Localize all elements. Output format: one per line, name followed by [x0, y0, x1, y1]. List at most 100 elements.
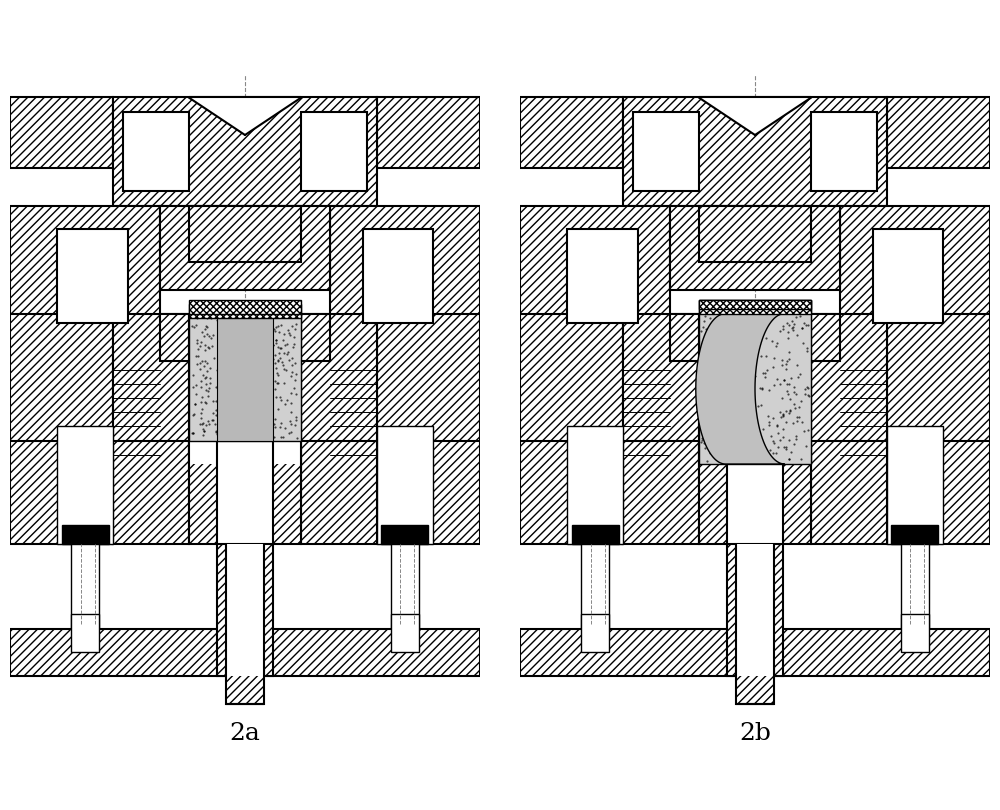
Point	[699, 454, 715, 467]
Point	[705, 420, 721, 433]
Point	[259, 324, 275, 337]
Bar	[377, 441, 480, 544]
Point	[226, 382, 242, 394]
Bar	[301, 441, 377, 544]
Point	[779, 355, 795, 368]
Point	[800, 382, 816, 394]
Point	[257, 309, 273, 322]
Point	[782, 392, 798, 405]
Point	[727, 401, 743, 414]
Bar	[62, 525, 109, 544]
Point	[212, 345, 228, 358]
Point	[259, 310, 275, 323]
Point	[257, 343, 273, 356]
Point	[706, 371, 722, 384]
Point	[774, 358, 790, 371]
Point	[707, 328, 723, 341]
Point	[700, 403, 716, 416]
Point	[744, 343, 760, 356]
Point	[240, 337, 256, 350]
Point	[768, 447, 784, 460]
Point	[234, 335, 250, 348]
Point	[718, 420, 734, 433]
Point	[778, 441, 794, 454]
Point	[280, 323, 296, 336]
Point	[212, 360, 228, 373]
Bar	[699, 313, 811, 464]
Point	[785, 416, 801, 429]
Point	[716, 363, 732, 376]
Point	[714, 365, 730, 378]
Point	[216, 316, 232, 329]
Point	[211, 413, 227, 426]
Bar	[301, 112, 367, 191]
Point	[273, 311, 289, 324]
Point	[758, 314, 774, 327]
Point	[270, 355, 286, 368]
Point	[213, 334, 229, 347]
Bar	[71, 535, 99, 629]
Point	[765, 434, 781, 447]
Point	[185, 381, 201, 394]
Point	[254, 406, 270, 419]
Point	[766, 299, 782, 312]
Point	[743, 381, 759, 394]
Point	[779, 377, 795, 390]
Point	[253, 417, 269, 430]
Point	[230, 388, 246, 401]
Point	[728, 347, 744, 360]
Point	[267, 374, 283, 387]
Point	[761, 416, 777, 428]
Point	[737, 395, 753, 408]
Point	[766, 437, 782, 450]
Point	[268, 390, 284, 403]
Point	[243, 414, 259, 427]
Point	[187, 398, 203, 411]
Point	[729, 441, 745, 454]
Point	[795, 337, 811, 350]
Point	[268, 334, 284, 347]
Point	[776, 373, 792, 386]
Bar	[811, 441, 887, 544]
Point	[273, 341, 289, 354]
Point	[232, 358, 248, 371]
Point	[194, 390, 210, 403]
Point	[693, 436, 709, 449]
Point	[235, 398, 251, 411]
Point	[201, 417, 217, 430]
Point	[281, 427, 297, 440]
Point	[775, 431, 791, 444]
Point	[241, 350, 257, 363]
Point	[701, 424, 717, 437]
Point	[236, 352, 252, 365]
Bar	[10, 97, 113, 168]
Point	[226, 366, 242, 379]
Point	[239, 403, 255, 416]
Bar	[811, 313, 840, 360]
Point	[228, 416, 244, 428]
Point	[753, 398, 769, 411]
Point	[198, 371, 214, 384]
Point	[193, 411, 209, 424]
Bar	[901, 535, 929, 629]
Point	[703, 409, 719, 422]
Point	[747, 369, 763, 382]
Point	[230, 354, 246, 367]
Point	[749, 329, 765, 342]
Point	[196, 425, 212, 438]
Point	[208, 409, 224, 422]
Point	[201, 330, 217, 343]
Point	[722, 332, 738, 345]
Point	[251, 322, 267, 335]
Point	[212, 376, 228, 389]
Point	[727, 301, 743, 314]
Point	[770, 441, 786, 454]
Point	[253, 373, 269, 386]
Point	[253, 373, 269, 386]
Point	[700, 368, 716, 381]
Point	[185, 408, 201, 421]
Point	[267, 420, 283, 433]
Point	[265, 339, 281, 352]
Point	[790, 370, 806, 383]
Point	[772, 377, 788, 390]
